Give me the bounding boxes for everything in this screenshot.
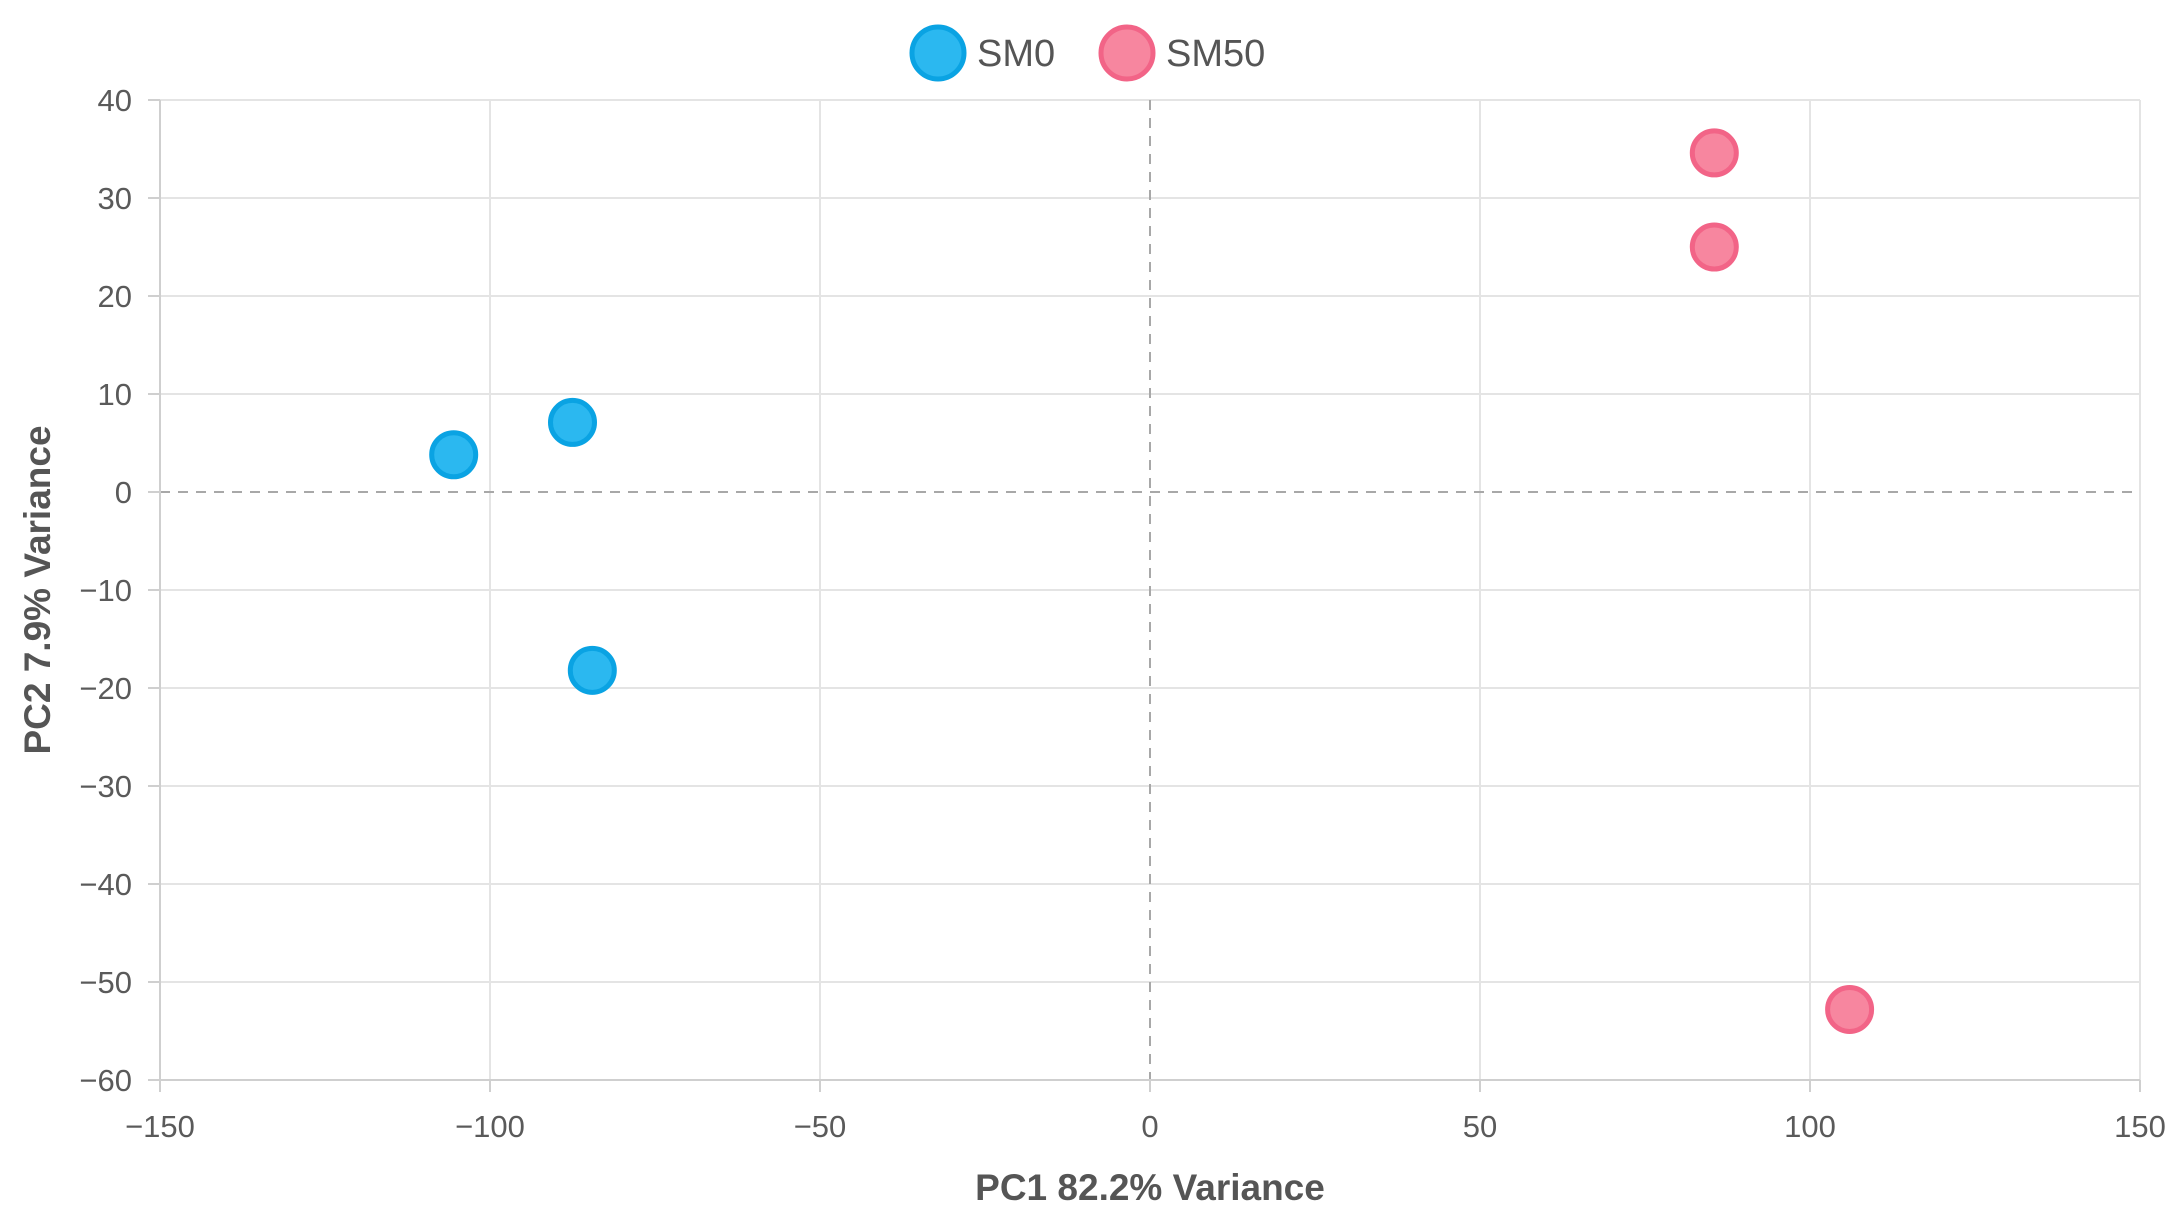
legend: SM0 SM50	[909, 24, 1265, 82]
y-tick-label: 20	[98, 279, 132, 314]
legend-marker-sm0	[909, 24, 967, 82]
x-tick-label: 0	[1141, 1109, 1158, 1144]
data-point-sm50	[1689, 222, 1739, 272]
y-tick-label: 0	[115, 475, 132, 510]
data-point-sm50	[1689, 128, 1739, 178]
y-tick-label: −30	[79, 769, 132, 804]
legend-label-sm0: SM0	[977, 33, 1055, 75]
axes	[148, 99, 2141, 1092]
x-tick-label: −150	[125, 1109, 195, 1144]
y-axis-title: PC2 7.9% Variance	[17, 425, 58, 754]
y-tick-label: 30	[98, 181, 132, 216]
x-tick-label: −100	[455, 1109, 525, 1144]
y-tick-label: −40	[79, 867, 132, 902]
y-tick-label: −60	[79, 1063, 132, 1098]
data-point-sm0	[548, 397, 597, 447]
x-tick-label: 100	[1784, 1109, 1836, 1144]
tick-labels: −150 −100 −50 0 50 100 150−60−50−40−30−20−1001…	[79, 83, 2165, 1144]
y-tick-label: −20	[79, 671, 132, 706]
data-points	[429, 128, 1875, 1034]
x-tick-label: 50	[1463, 1109, 1497, 1144]
y-tick-label: 10	[98, 377, 132, 412]
y-tick-label: −50	[79, 965, 132, 1000]
data-point-sm0	[567, 645, 617, 695]
data-point-sm50	[1825, 984, 1875, 1034]
x-axis-title: PC1 82.2% Variance	[975, 1167, 1325, 1208]
y-tick-label: 40	[98, 83, 132, 118]
legend-label-sm50: SM50	[1166, 33, 1265, 75]
x-tick-label: 150	[2114, 1109, 2166, 1144]
y-tick-label: −10	[79, 573, 132, 608]
zero-lines	[160, 100, 2140, 1080]
legend-marker-sm50	[1098, 24, 1156, 82]
x-tick-label: −50	[794, 1109, 847, 1144]
data-point-sm0	[429, 430, 479, 480]
